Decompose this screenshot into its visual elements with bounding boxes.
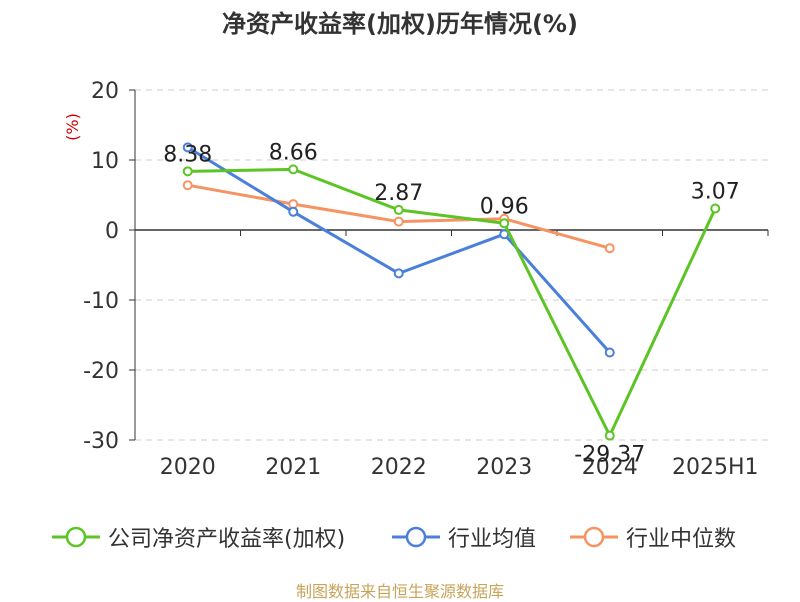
y-tick-label: -20	[83, 359, 119, 384]
data-label: 2.87	[374, 181, 423, 206]
data-point-0	[393, 204, 404, 215]
data-label: -29.37	[574, 443, 645, 468]
data-label: 0.96	[480, 194, 529, 219]
data-point-0	[182, 166, 193, 177]
legend-swatch-industry-median	[570, 526, 618, 548]
legend-swatch-company-roe	[52, 526, 100, 548]
x-tick-label: 2023	[476, 455, 532, 480]
legend-label-industry-median: 行业中位数	[626, 527, 737, 552]
data-point-0	[499, 218, 510, 229]
x-tick-label: 2025H1	[672, 455, 759, 480]
x-tick-label: 2020	[160, 455, 216, 480]
data-point-0	[604, 430, 615, 441]
legend-item-company-roe[interactable]: 公司净资产收益率(加权)	[52, 520, 345, 554]
y-tick-label: 20	[91, 79, 119, 104]
data-point-2	[182, 180, 193, 191]
legend: 公司净资产收益率(加权) 行业均值 行业中位数	[0, 520, 800, 554]
data-point-2	[604, 243, 615, 254]
data-point-1	[604, 347, 615, 358]
legend-swatch-industry-mean	[392, 526, 440, 548]
data-point-1	[288, 206, 299, 217]
y-tick-label: -10	[83, 289, 119, 314]
x-tick-label: 2021	[265, 455, 321, 480]
legend-label-company-roe: 公司净资产收益率(加权)	[108, 527, 346, 552]
y-tick-label: 10	[91, 149, 119, 174]
data-point-0	[288, 164, 299, 175]
legend-item-industry-median[interactable]: 行业中位数	[570, 520, 736, 554]
source-note: 制图数据来自恒生聚源数据库	[295, 582, 504, 601]
chart-title: 净资产收益率(加权)历年情况(%)	[222, 10, 578, 38]
legend-item-industry-mean[interactable]: 行业均值	[392, 520, 536, 554]
y-tick-label: 0	[105, 219, 119, 244]
data-label: 8.38	[163, 142, 212, 167]
data-point-1	[393, 268, 404, 279]
data-point-0	[710, 203, 721, 214]
data-point-2	[393, 216, 404, 227]
y-axis-label: (%)	[63, 113, 82, 141]
data-label: 8.66	[269, 140, 318, 165]
series-line-0	[187, 167, 717, 438]
x-tick-label: 2022	[371, 455, 427, 480]
legend-label-industry-mean: 行业均值	[448, 527, 537, 552]
y-tick-label: -30	[83, 429, 119, 454]
data-point-1	[182, 142, 193, 153]
series-line-1	[186, 146, 611, 354]
data-label: 3.07	[691, 180, 740, 205]
x-tick-label: 2024	[582, 455, 638, 480]
